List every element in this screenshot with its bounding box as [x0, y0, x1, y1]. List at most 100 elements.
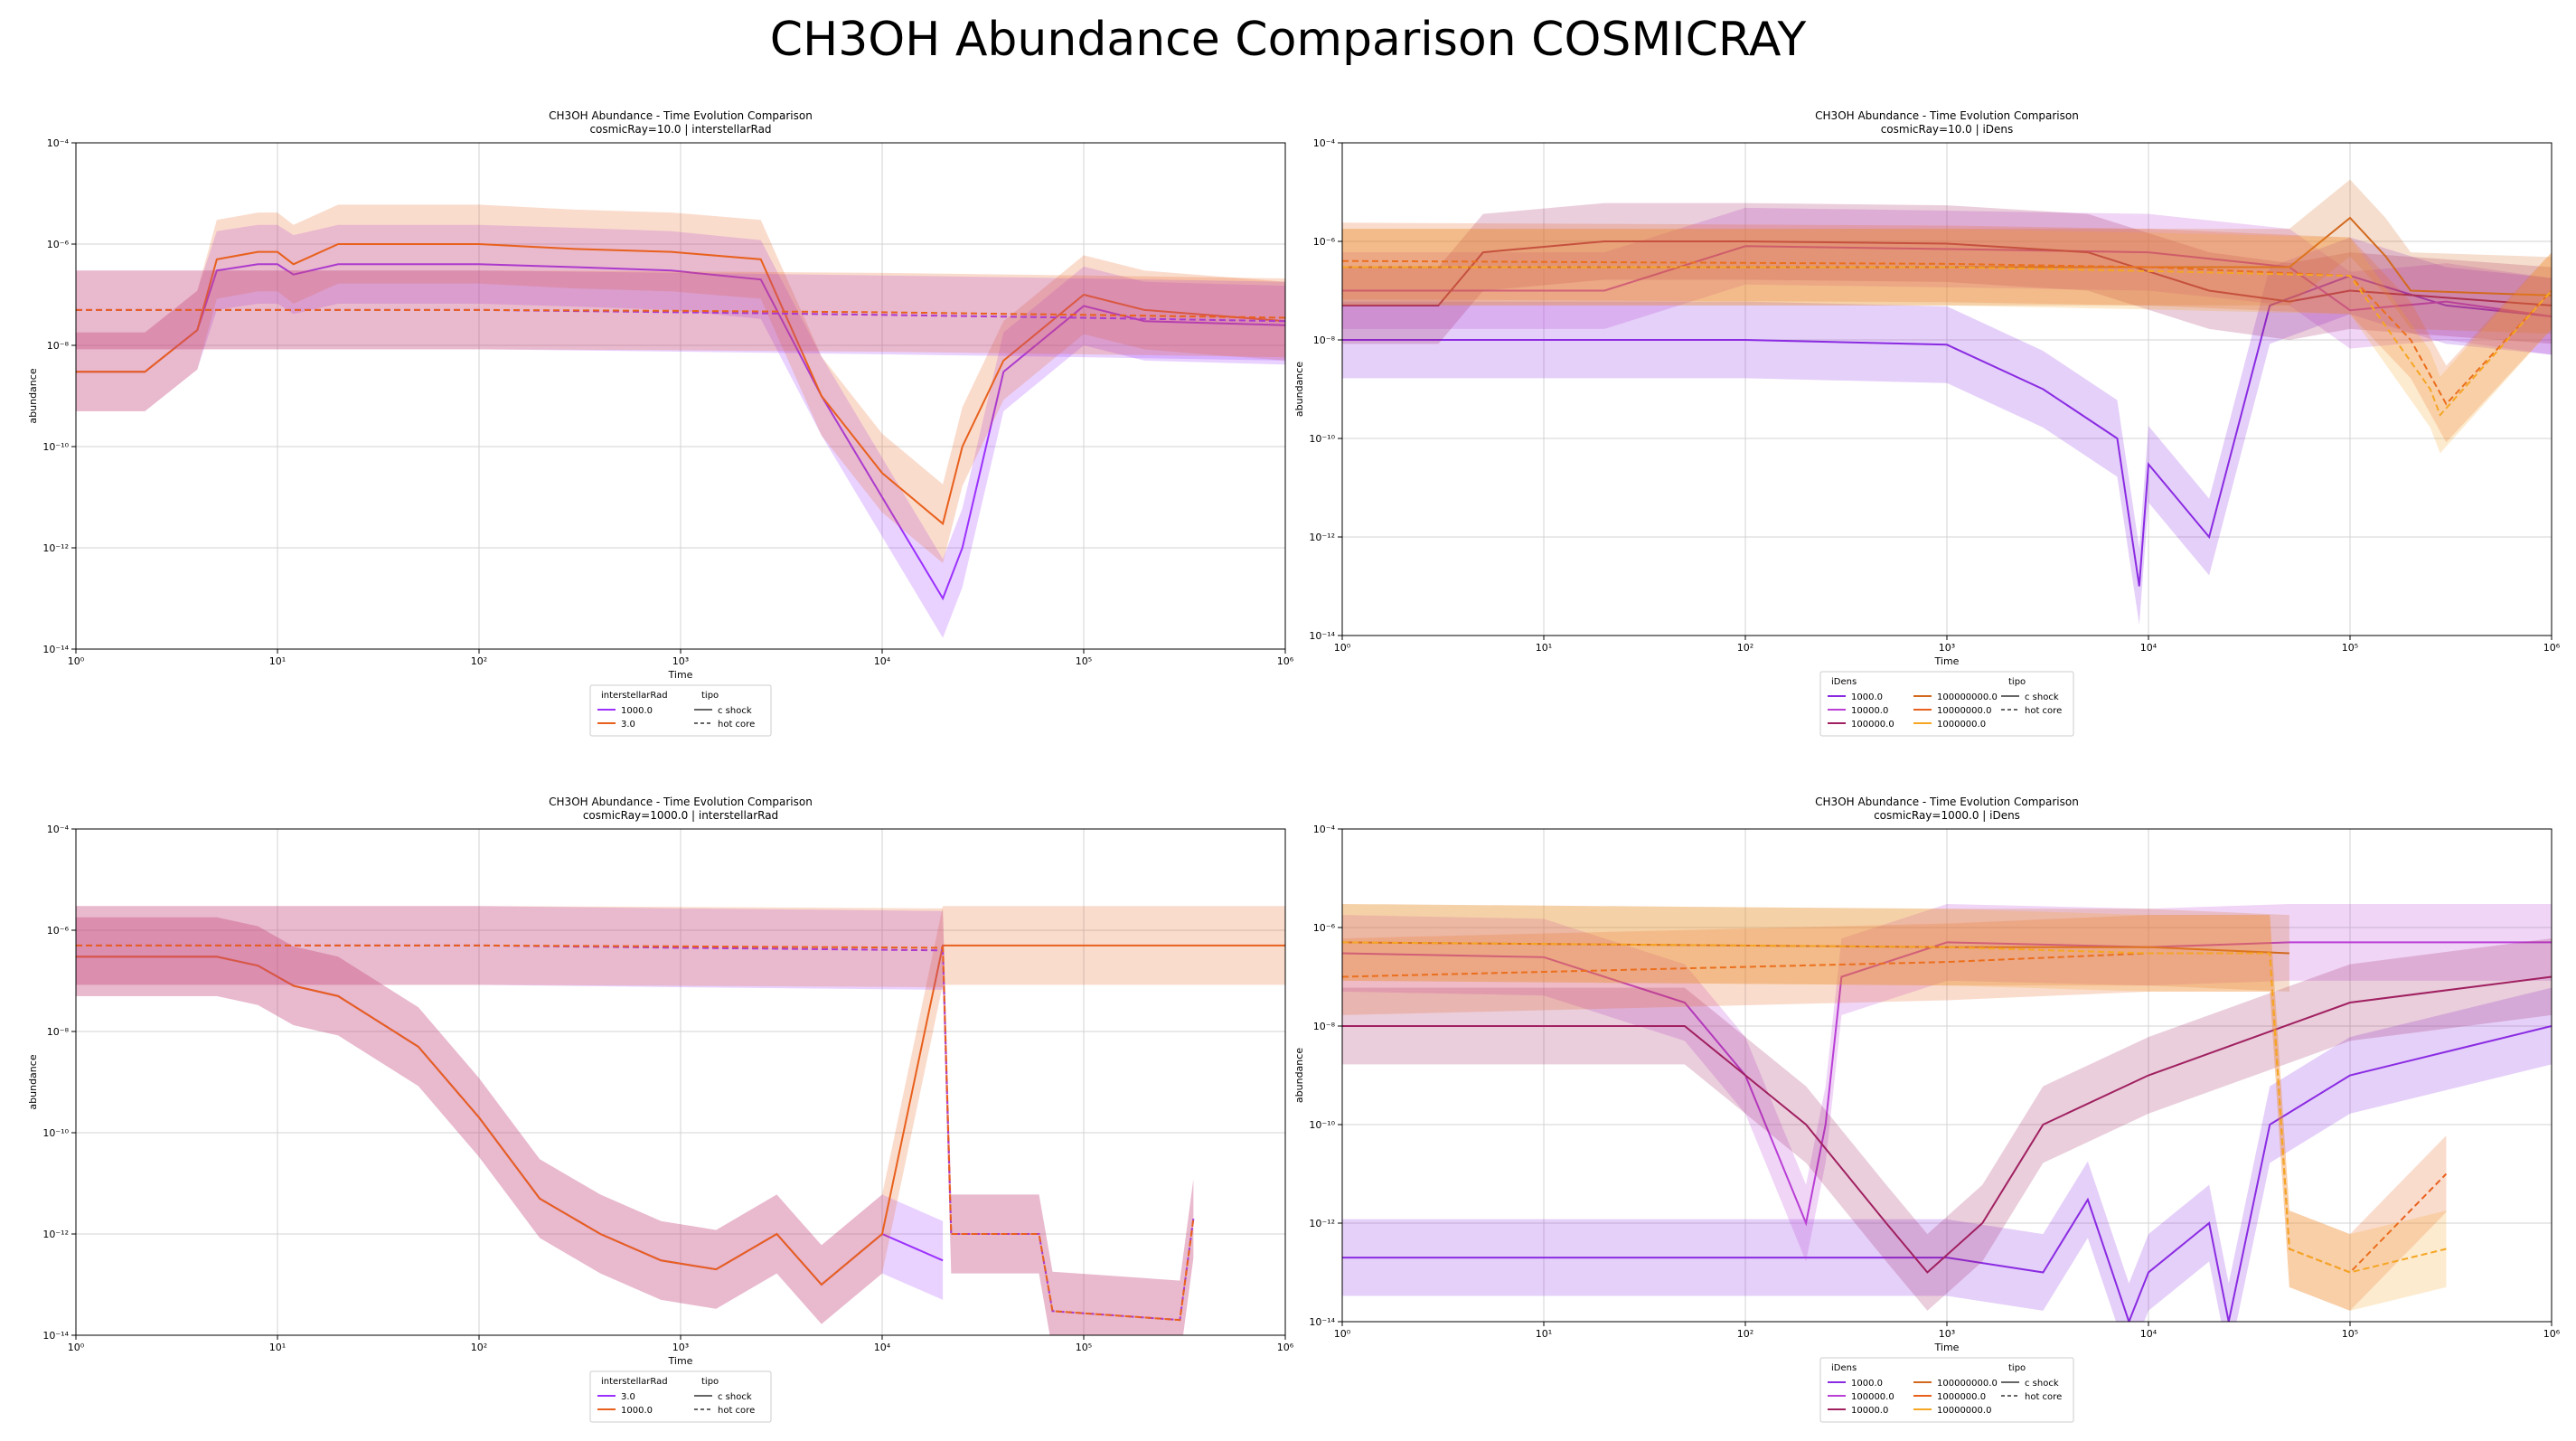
legend-label: 10000.0 [1851, 1406, 1888, 1416]
y-tick-label: 10⁻¹² [42, 1229, 69, 1240]
legend-frame [1819, 671, 2074, 737]
y-tick-label: 10⁻¹⁰ [42, 1127, 69, 1139]
legend-style-label: c shock [2025, 692, 2059, 702]
series-band [1342, 179, 2552, 334]
legend-style-label: c shock [2025, 1379, 2059, 1389]
y-tick-label: 10⁻⁶ [47, 239, 70, 250]
y-tick-label: 10⁻¹⁰ [1309, 1119, 1335, 1131]
legend-frame [1819, 1357, 2074, 1423]
legend-label: 10000.0 [1851, 706, 1888, 716]
x-tick-label: 10⁶ [2543, 1328, 2561, 1340]
x-tick-label: 10⁶ [2543, 642, 2561, 654]
series-group [1342, 903, 2552, 1322]
x-tick-label: 10⁵ [2342, 1328, 2358, 1340]
axes-frame [75, 828, 1286, 1336]
legend: interstellarRad 3.0 1000.0 tipo c shock hot c… [589, 1370, 772, 1423]
series-line [1342, 941, 2447, 1274]
x-tick-label: 10³ [1939, 642, 1955, 654]
subplot-title: CH3OH Abundance - Time Evolution Compari… [549, 796, 813, 808]
y-tick-label: 10⁻⁶ [1313, 922, 1336, 934]
y-axis-label: abundance [1293, 1048, 1305, 1103]
y-tick-label: 10⁻⁴ [1313, 137, 1336, 149]
x-tick-label: 10⁵ [2342, 642, 2358, 654]
series-band [76, 224, 1285, 638]
series-line [1342, 245, 2552, 317]
x-tick-label: 10² [1737, 642, 1753, 654]
y-tick-label: 10⁻¹⁴ [42, 644, 69, 655]
legend-style-label: hot core [2025, 1392, 2062, 1402]
subplot-2: CH3OH Abundance - Time Evolution Compari… [1293, 109, 2561, 737]
series-band [1342, 229, 2552, 454]
legend-style-title: tipo [701, 691, 719, 701]
legend: iDens 1000.0 10000.0 100000.0 100000000.0 100… [1819, 671, 2074, 737]
series-band [76, 270, 1285, 358]
legend-label: 3.0 [621, 1392, 635, 1402]
subplot-1: CH3OH Abundance - Time Evolution Compari… [27, 109, 1294, 737]
legend-style-label: c shock [718, 1392, 752, 1402]
x-tick-label: 10³ [1939, 1328, 1955, 1340]
legend-label: 1000000.0 [1937, 1392, 1986, 1402]
x-tick-label: 10⁵ [1076, 655, 1092, 667]
subplot-subtitle: cosmicRay=1000.0 | iDens [1874, 809, 2020, 822]
x-tick-label: 10² [471, 1342, 487, 1353]
x-tick-label: 10⁴ [874, 655, 891, 667]
legend-title: iDens [1831, 677, 1857, 687]
subplot-4: CH3OH Abundance - Time Evolution Compari… [1293, 796, 2561, 1423]
x-tick-label: 10³ [672, 655, 689, 667]
y-axis-label: abundance [27, 368, 39, 423]
series-group [76, 906, 1285, 1335]
legend-label: 100000000.0 [1937, 692, 1998, 702]
series-band [1342, 207, 2552, 355]
series-line [76, 263, 1285, 601]
series-band [1342, 222, 2552, 443]
legend: interstellarRad 1000.0 3.0 tipo c shock hot c… [589, 684, 772, 737]
y-tick-label: 10⁻¹⁰ [42, 441, 69, 453]
y-tick-label: 10⁻¹² [1309, 532, 1335, 543]
legend-label: 1000.0 [621, 706, 653, 716]
series-line [1342, 266, 2552, 417]
y-tick-label: 10⁻¹² [1309, 1218, 1335, 1229]
y-tick-label: 10⁻¹⁰ [1309, 433, 1335, 445]
legend-label: 100000.0 [1851, 720, 1894, 730]
x-axis-label: Time [1934, 1342, 1960, 1353]
series-line [1342, 275, 2552, 587]
y-tick-label: 10⁻⁸ [1313, 1021, 1336, 1032]
subplot-title: CH3OH Abundance - Time Evolution Compari… [1815, 109, 2079, 122]
x-tick-label: 10³ [672, 1342, 689, 1353]
y-tick-label: 10⁻¹⁴ [1309, 630, 1335, 642]
legend-label: 100000.0 [1851, 1392, 1894, 1402]
x-tick-label: 10⁶ [1277, 655, 1294, 667]
x-tick-label: 10¹ [269, 1342, 286, 1353]
series-line [1342, 1025, 2552, 1322]
legend-frame [589, 684, 772, 737]
y-tick-label: 10⁻¹² [42, 542, 69, 554]
x-tick-label: 10⁵ [1076, 1342, 1092, 1353]
y-tick-label: 10⁻¹⁴ [42, 1330, 69, 1342]
series-line [76, 308, 1285, 319]
series-band [76, 906, 1194, 1335]
axes-frame [1341, 828, 2552, 1323]
x-tick-label: 10¹ [1536, 1328, 1552, 1340]
x-axis-label: Time [1934, 655, 1960, 667]
x-tick-label: 10⁰ [68, 1342, 85, 1353]
series-band [76, 204, 1285, 563]
legend-style-label: c shock [718, 706, 752, 716]
series-band [1342, 237, 2552, 625]
y-tick-label: 10⁻⁸ [47, 340, 70, 352]
series-band [76, 906, 1194, 1335]
series-band [1342, 903, 2289, 992]
y-tick-label: 10⁻⁸ [47, 1026, 70, 1038]
y-tick-label: 10⁻¹⁴ [1309, 1316, 1335, 1328]
x-tick-label: 10⁰ [1334, 1328, 1351, 1340]
legend-label: 100000000.0 [1937, 1379, 1998, 1389]
legend: iDens 1000.0 100000.0 10000.0 100000000.0 100… [1819, 1357, 2074, 1423]
legend-style-label: hot core [2025, 706, 2062, 716]
legend-label: 1000.0 [1851, 1379, 1883, 1389]
subplot-subtitle: cosmicRay=10.0 | iDens [1881, 123, 2014, 136]
x-tick-label: 10² [471, 655, 487, 667]
series-group [1342, 179, 2552, 625]
legend-title: iDens [1831, 1363, 1857, 1373]
x-tick-label: 10⁴ [2140, 642, 2158, 654]
y-tick-label: 10⁻⁴ [47, 824, 70, 835]
y-tick-label: 10⁻⁶ [47, 925, 70, 937]
